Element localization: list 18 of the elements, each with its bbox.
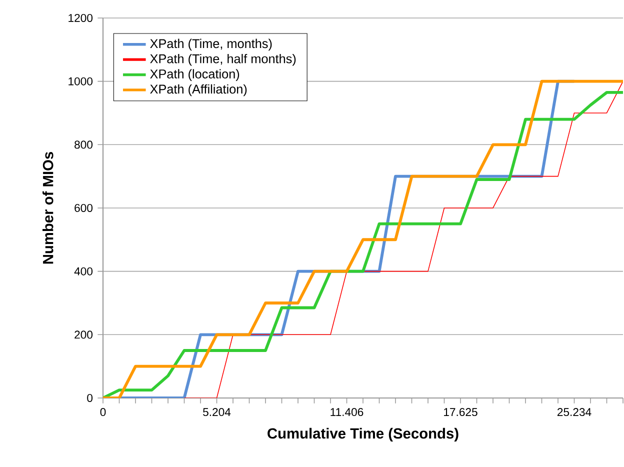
legend-label: XPath (location) [150, 69, 240, 81]
x-tick-label: 25.234 [557, 408, 592, 416]
y-tick-label: 800 [74, 140, 93, 149]
legend-label: XPath (Time, months) [150, 38, 272, 51]
y-axis-title: Number of MIOs [42, 152, 54, 264]
y-tick-label: 1000 [68, 77, 93, 86]
x-tick-label: 0 [100, 408, 106, 416]
y-tick-label: 600 [74, 204, 93, 212]
y-tick-label: 200 [74, 330, 93, 339]
legend-label: XPath (Affiliation) [150, 84, 247, 96]
x-tick-label: 17.625 [444, 408, 478, 416]
x-axis-title: Cumulative Time (Seconds) [268, 428, 458, 442]
x-tick-label: 5.204 [203, 408, 231, 416]
y-tick-label: 400 [74, 267, 93, 276]
x-tick-label: 11.406 [330, 408, 364, 416]
y-tick-label: 0 [87, 394, 93, 402]
legend-label: XPath (Time, half months) [150, 54, 296, 66]
y-tick-label: 1200 [68, 14, 93, 22]
